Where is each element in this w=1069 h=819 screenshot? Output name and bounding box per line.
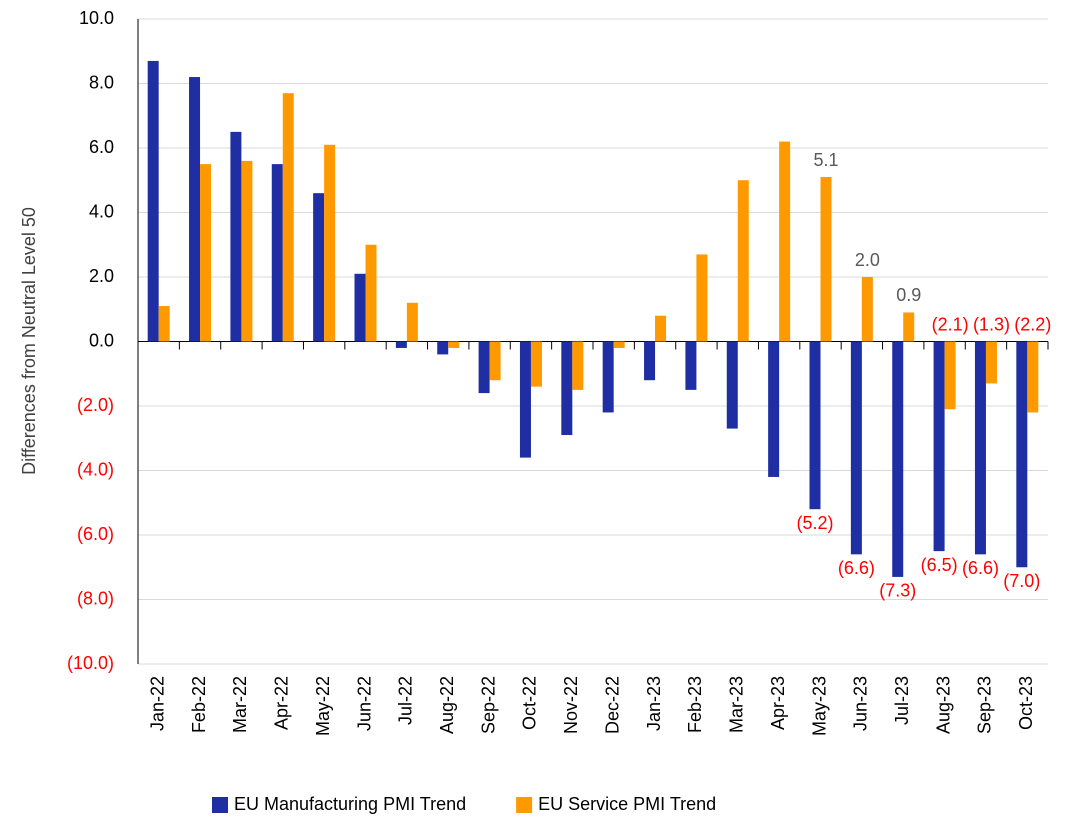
y-tick-label: (6.0)	[77, 524, 114, 544]
x-tick-label: Mar-22	[230, 676, 250, 733]
data-label: 0.9	[896, 285, 921, 305]
bar	[809, 341, 821, 510]
bar	[933, 341, 945, 552]
x-tick-label: May-22	[313, 676, 333, 736]
x-tick-label: Jan-23	[644, 676, 664, 731]
bar	[737, 180, 749, 342]
bar	[613, 341, 625, 348]
y-axis-title: Differences from Neutral Level 50	[19, 207, 39, 475]
bar	[365, 244, 377, 342]
x-tick-label: Jul-22	[396, 676, 416, 725]
bar	[602, 341, 614, 413]
bar	[1016, 341, 1028, 568]
bar	[861, 277, 873, 342]
x-tick-label: Jul-23	[892, 676, 912, 725]
bar	[519, 341, 531, 458]
bar	[944, 341, 956, 410]
bar	[974, 341, 986, 555]
bar	[241, 160, 253, 342]
bar	[768, 341, 780, 477]
bar	[820, 177, 832, 342]
bar	[354, 273, 366, 342]
y-tick-label: (2.0)	[77, 395, 114, 415]
bar	[158, 306, 170, 342]
x-tick-label: Jan-22	[147, 676, 167, 731]
x-tick-label: Aug-23	[933, 676, 953, 734]
data-label: (7.0)	[1003, 571, 1040, 591]
data-label: (1.3)	[973, 314, 1010, 334]
bar	[561, 341, 573, 436]
data-label: 5.1	[813, 150, 838, 170]
x-tick-label: Apr-23	[768, 676, 788, 730]
bar	[726, 341, 738, 429]
x-tick-label: Feb-22	[189, 676, 209, 733]
x-tick-label: Aug-22	[437, 676, 457, 734]
legend-swatch	[212, 797, 228, 813]
data-label: (6.6)	[962, 558, 999, 578]
bar	[530, 341, 542, 387]
y-tick-label: (4.0)	[77, 459, 114, 479]
x-tick-label: Dec-22	[602, 676, 622, 734]
bar	[985, 341, 997, 384]
bar	[313, 193, 325, 342]
y-tick-label: (10.0)	[67, 653, 114, 673]
x-tick-label: Sep-23	[975, 676, 995, 734]
x-tick-label: May-23	[809, 676, 829, 736]
bar	[644, 341, 656, 381]
bar	[147, 60, 159, 342]
y-tick-label: 6.0	[89, 137, 114, 157]
bar	[437, 341, 449, 355]
legend-swatch	[516, 797, 533, 813]
x-tick-label: Sep-22	[478, 676, 498, 734]
bar	[779, 141, 791, 342]
bar	[395, 341, 407, 348]
x-tick-label: Apr-22	[272, 676, 292, 730]
data-label: (2.2)	[1014, 314, 1051, 334]
x-tick-label: Jun-22	[354, 676, 374, 731]
y-tick-label: 10.0	[79, 8, 114, 28]
x-tick-label: Feb-23	[685, 676, 705, 733]
data-label: (7.3)	[879, 581, 916, 601]
y-tick-label: (8.0)	[77, 588, 114, 608]
x-tick-label: Nov-22	[561, 676, 581, 734]
bar	[850, 341, 862, 555]
bar	[685, 341, 697, 390]
bar	[1027, 341, 1039, 413]
bar	[892, 341, 904, 577]
x-tick-label: Oct-23	[1016, 676, 1036, 730]
bar	[478, 341, 490, 394]
bar	[271, 164, 283, 342]
y-tick-label: 4.0	[89, 201, 114, 221]
bar	[324, 144, 336, 342]
bar	[655, 315, 667, 342]
bar	[448, 341, 460, 348]
bar	[406, 302, 418, 342]
bar	[903, 312, 915, 342]
data-label: (6.6)	[838, 558, 875, 578]
data-label: 2.0	[855, 250, 880, 270]
y-tick-label: 2.0	[89, 266, 114, 286]
x-tick-label: Jun-23	[851, 676, 871, 731]
legend-label: EU Manufacturing PMI Trend	[234, 794, 466, 814]
x-tick-label: Mar-23	[727, 676, 747, 733]
bar	[189, 77, 201, 342]
data-label: (5.2)	[796, 513, 833, 533]
bar	[200, 164, 212, 342]
y-tick-label: 8.0	[89, 72, 114, 92]
y-tick-label: 0.0	[89, 330, 114, 350]
x-tick-label: Oct-22	[520, 676, 540, 730]
bar	[696, 254, 708, 342]
bar	[282, 93, 294, 342]
bar	[572, 341, 584, 390]
data-label: (6.5)	[921, 555, 958, 575]
bar	[489, 341, 501, 381]
bar	[230, 131, 242, 342]
data-label: (2.1)	[932, 314, 969, 334]
legend-label: EU Service PMI Trend	[538, 794, 716, 814]
